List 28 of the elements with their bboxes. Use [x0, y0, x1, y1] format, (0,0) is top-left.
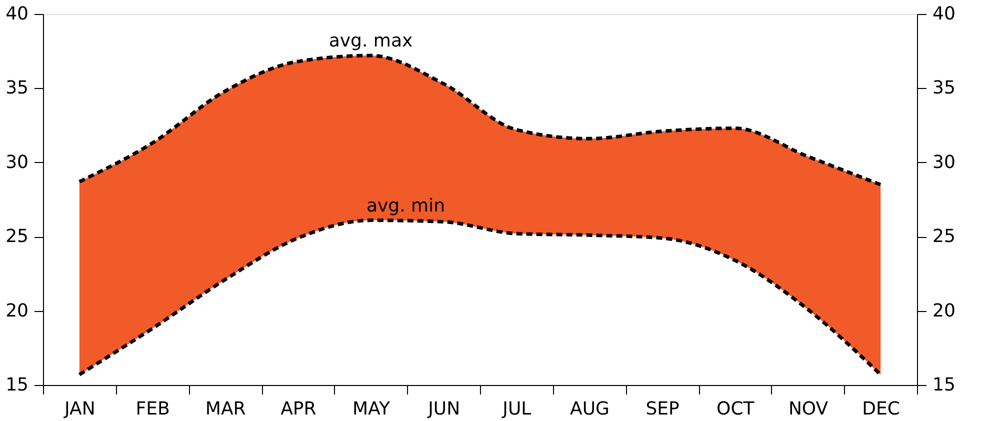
- y-tick-label: 40: [6, 4, 28, 24]
- y2-tick-label: 20: [932, 300, 956, 322]
- x-tick-label: FEB: [136, 398, 170, 420]
- y2-tick-label: 25: [932, 226, 956, 248]
- y2-tick-label: 15: [932, 374, 956, 396]
- y2-tick-label: 30: [932, 152, 956, 173]
- x-tick-label: JUN: [427, 398, 460, 420]
- x-tick-label: JUL: [502, 398, 532, 420]
- y-tick-label: 15: [6, 374, 28, 396]
- y-tick-label: 25: [6, 226, 28, 248]
- x-tick-label: NOV: [788, 398, 829, 420]
- x-tick-label: OCT: [716, 398, 756, 420]
- line-series: [78, 218, 882, 376]
- line-series: [78, 54, 882, 186]
- x-tick-label: AUG: [570, 398, 610, 420]
- x-tick-label: MAY: [352, 398, 391, 420]
- x-tick-label: APR: [280, 398, 316, 420]
- x-tick-label: DEC: [862, 398, 900, 420]
- x-tick-label: MAR: [205, 398, 246, 420]
- series-label: avg. max: [328, 30, 413, 52]
- series-label: avg. min: [366, 195, 445, 216]
- y-tick-label: 30: [6, 152, 28, 173]
- y2-tick-label: 40: [932, 4, 956, 24]
- x-tick-label: SEP: [646, 398, 680, 420]
- y2-tick-label: 35: [932, 78, 956, 99]
- y-tick-label: 20: [6, 300, 28, 322]
- y-tick-label: 35: [6, 78, 28, 99]
- x-tick-label: JAN: [64, 398, 96, 420]
